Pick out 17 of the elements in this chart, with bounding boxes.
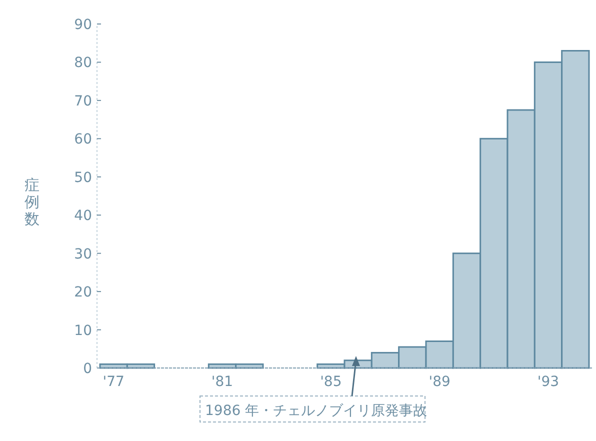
y-tick-label: 30 — [74, 246, 92, 262]
y-tick-label: 40 — [74, 208, 92, 224]
x-tick-label: '89 — [428, 374, 450, 390]
x-tick-label: '85 — [320, 374, 342, 390]
y-axis-title: 症例数 — [24, 176, 40, 228]
x-tick-label: '93 — [537, 374, 560, 390]
y-tick-label: 20 — [74, 284, 92, 301]
y-tick-label: 60 — [74, 132, 92, 148]
y-tick-label: 0 — [83, 361, 92, 377]
y-tick-label: 50 — [74, 170, 92, 186]
y-tick-label: 10 — [74, 322, 92, 339]
y-tick-label: 80 — [74, 55, 92, 72]
y-tick-label: 70 — [74, 93, 92, 110]
x-tick-label: '81 — [211, 374, 234, 390]
text: 1986 年・チェルノブイリ原発事故 — [205, 403, 428, 419]
x-tick-label: '77 — [102, 374, 124, 390]
y-tick-label: 90 — [74, 17, 92, 33]
